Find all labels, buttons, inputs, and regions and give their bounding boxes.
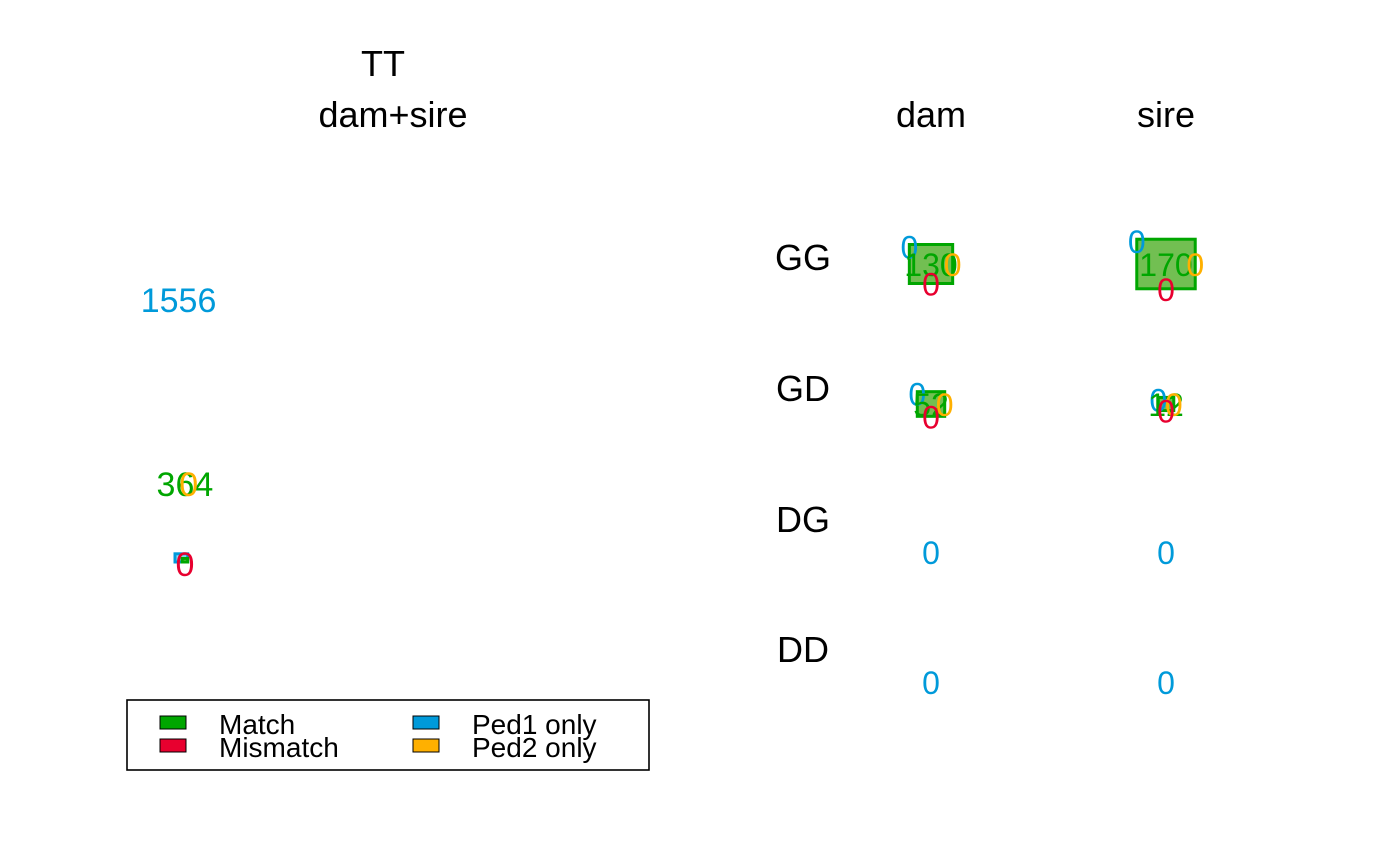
row-header-gd: GD (776, 368, 830, 409)
cell-gd-dam-ped2-only-count: 0 (936, 387, 954, 423)
legend-label-ped1: Ped1 only (472, 709, 597, 740)
row-header-gg: GG (775, 237, 831, 278)
cell-gd-sire-match-area (1156, 395, 1176, 413)
legend-box (126, 699, 650, 771)
cell-gd-dam-match-count: 52 (913, 387, 949, 423)
ped2-only-count: 0 (179, 466, 198, 504)
legend-swatch-match (159, 715, 187, 730)
column-header-sire: sire (1137, 94, 1195, 135)
cell-gg-dam-mismatch-count: 0 (922, 266, 940, 302)
cell-gg-sire-match-count: 170 (1139, 247, 1192, 283)
legend-swatch-ped1 (412, 715, 440, 730)
legend-label-match: Match (219, 709, 295, 740)
cell-gg-sire-match-area (1135, 237, 1197, 291)
main-subtitle: dam+sire (318, 94, 467, 135)
legend: Match Mismatch Ped1 only Ped2 only (126, 699, 650, 771)
legend-label-mismatch: Mismatch (219, 732, 339, 763)
cell-dd-dam-ped1-only-count: 0 (922, 665, 940, 701)
cell-gd-dam-ped1-only-count: 0 (908, 377, 926, 413)
cell-gg-dam-ped2-only-count: 0 (944, 247, 962, 283)
cell-gd-dam-match-area (915, 390, 947, 418)
cell-dg-sire-ped1-only-count: 0 (1157, 535, 1175, 571)
cell-gg-sire-ped1-only-count: 0 (1128, 224, 1146, 260)
legend-swatch-ped2 (412, 738, 440, 753)
cell-gd-sire-mismatch-count: 0 (1157, 394, 1175, 430)
cell-gg-dam-match-area (907, 243, 955, 285)
cell-dd-sire-ped1-only-count: 0 (1157, 665, 1175, 701)
cell-gd-dam-mismatch-count: 0 (922, 399, 940, 435)
legend-swatch-mismatch (159, 738, 187, 753)
cell-gd-sire-ped2-only-count: 0 (1165, 387, 1183, 423)
row-header-dd: DD (777, 629, 829, 670)
mismatch-count: 0 (175, 546, 194, 584)
match-area (180, 556, 190, 564)
cell-gd-sire-ped1-only-count: 0 (1149, 382, 1167, 418)
cell-gg-sire-ped2-only-count: 0 (1186, 247, 1204, 283)
ped1-only-count: 1556 (141, 282, 217, 320)
row-header-dg: DG (776, 499, 830, 540)
cell-gd-sire-match-count: 12 (1148, 387, 1184, 423)
main-title: TT (361, 43, 405, 84)
cell-gg-sire-mismatch-count: 0 (1157, 272, 1175, 308)
column-header-dam: dam (896, 94, 966, 135)
cell-gg-dam-match-count: 130 (904, 247, 957, 283)
legend-label-ped2: Ped2 only (472, 732, 597, 763)
match-count: 364 (157, 466, 214, 504)
cell-dg-dam-ped1-only-count: 0 (922, 535, 940, 571)
cell-gg-dam-ped1-only-count: 0 (900, 230, 918, 266)
